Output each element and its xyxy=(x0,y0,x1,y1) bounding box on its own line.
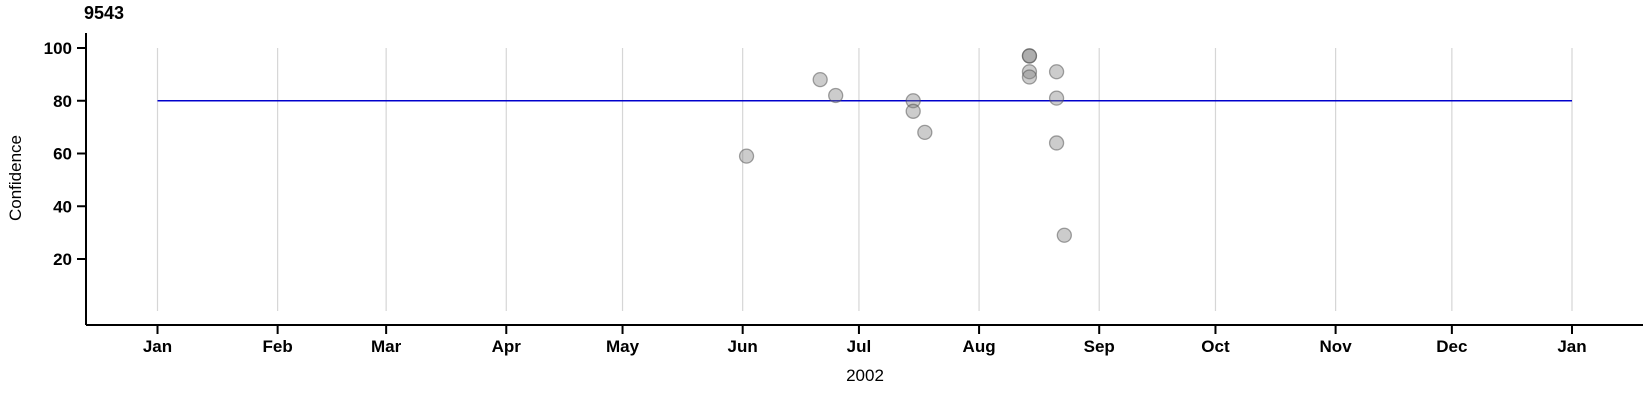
x-axis-title: 2002 xyxy=(846,366,884,385)
x-tick-label: Mar xyxy=(371,337,402,356)
x-tick-label: Jan xyxy=(143,337,172,356)
x-tick-label: Jul xyxy=(847,337,872,356)
data-point xyxy=(1021,64,1038,80)
panel-title: 9543 xyxy=(84,3,125,23)
data-point xyxy=(905,103,921,119)
x-tick-label: Dec xyxy=(1436,337,1467,356)
x-tick-label: Apr xyxy=(492,337,522,356)
data-point xyxy=(1021,48,1038,64)
data-point xyxy=(812,72,828,88)
data-point xyxy=(917,124,933,141)
x-tick-label: Jun xyxy=(728,337,758,356)
data-point xyxy=(1056,227,1072,243)
x-tick-label: Feb xyxy=(263,337,293,356)
data-point xyxy=(1048,90,1065,106)
x-tick-label: Sep xyxy=(1084,337,1115,356)
y-axis-title: Confidence xyxy=(6,135,25,222)
x-tick-label: Aug xyxy=(963,337,996,356)
data-point xyxy=(828,87,844,104)
data-point xyxy=(738,148,755,164)
x-tick-label: Jan xyxy=(1557,337,1586,356)
data-point xyxy=(905,93,921,109)
y-tick-label: 60 xyxy=(53,145,72,164)
x-tick-label: May xyxy=(606,337,640,356)
x-tick-label: Oct xyxy=(1201,337,1230,356)
data-point xyxy=(1048,64,1065,80)
x-tick-label: Nov xyxy=(1320,337,1353,356)
y-tick-label: 20 xyxy=(53,250,72,269)
y-tick-label: 40 xyxy=(53,197,72,216)
y-tick-label: 100 xyxy=(44,39,72,58)
data-point xyxy=(1021,69,1038,85)
y-tick-label: 80 xyxy=(53,92,72,111)
data-point xyxy=(1048,135,1065,151)
